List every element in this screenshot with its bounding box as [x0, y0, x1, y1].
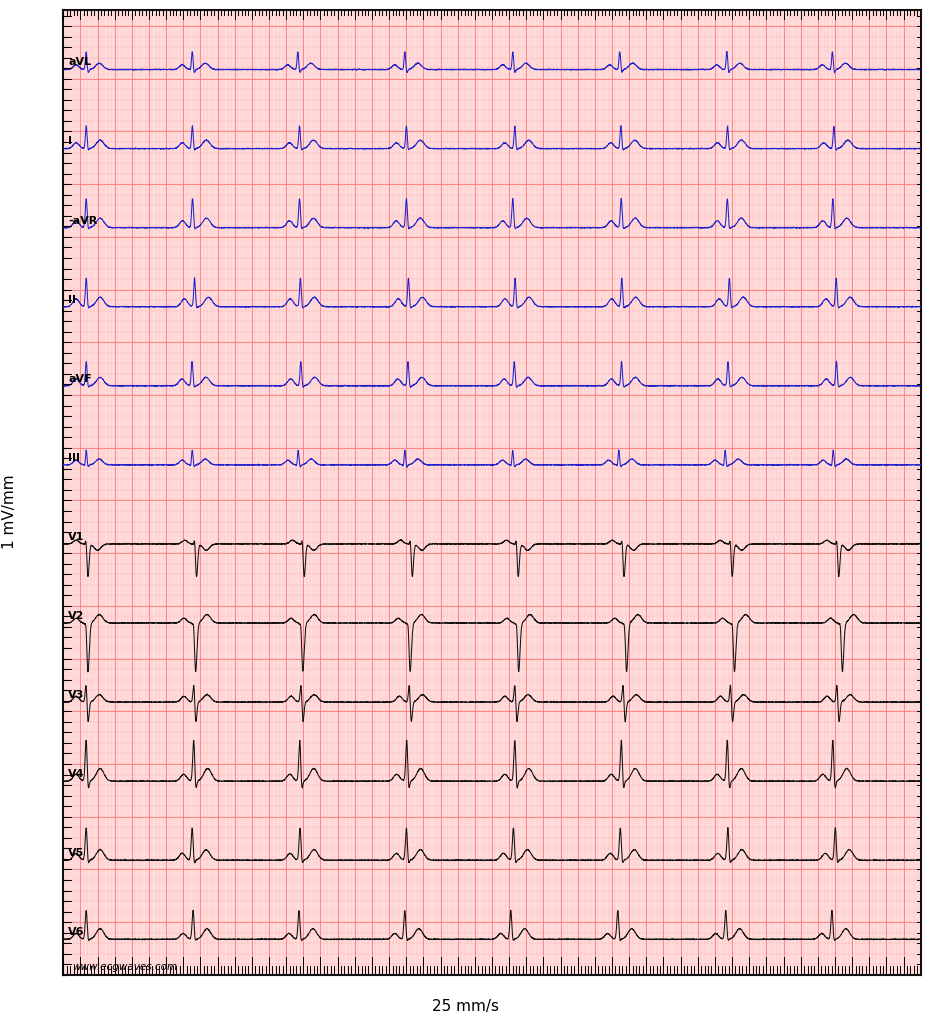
- Text: aVF: aVF: [69, 374, 92, 384]
- Text: I: I: [69, 136, 73, 146]
- Text: 1 mV/mm: 1 mV/mm: [2, 475, 17, 549]
- Text: V1: V1: [69, 531, 85, 542]
- Text: -aVR: -aVR: [69, 216, 98, 225]
- Text: V3: V3: [69, 690, 85, 700]
- Text: aVL: aVL: [69, 57, 91, 68]
- Text: V4: V4: [69, 769, 85, 779]
- Text: V2: V2: [69, 611, 85, 621]
- Text: III: III: [69, 453, 80, 463]
- Text: 25 mm/s: 25 mm/s: [432, 998, 498, 1014]
- Text: V6: V6: [69, 927, 85, 937]
- Text: www.ecgwaves.com: www.ecgwaves.com: [72, 962, 177, 972]
- Text: V5: V5: [69, 848, 85, 858]
- Text: II: II: [69, 295, 76, 304]
